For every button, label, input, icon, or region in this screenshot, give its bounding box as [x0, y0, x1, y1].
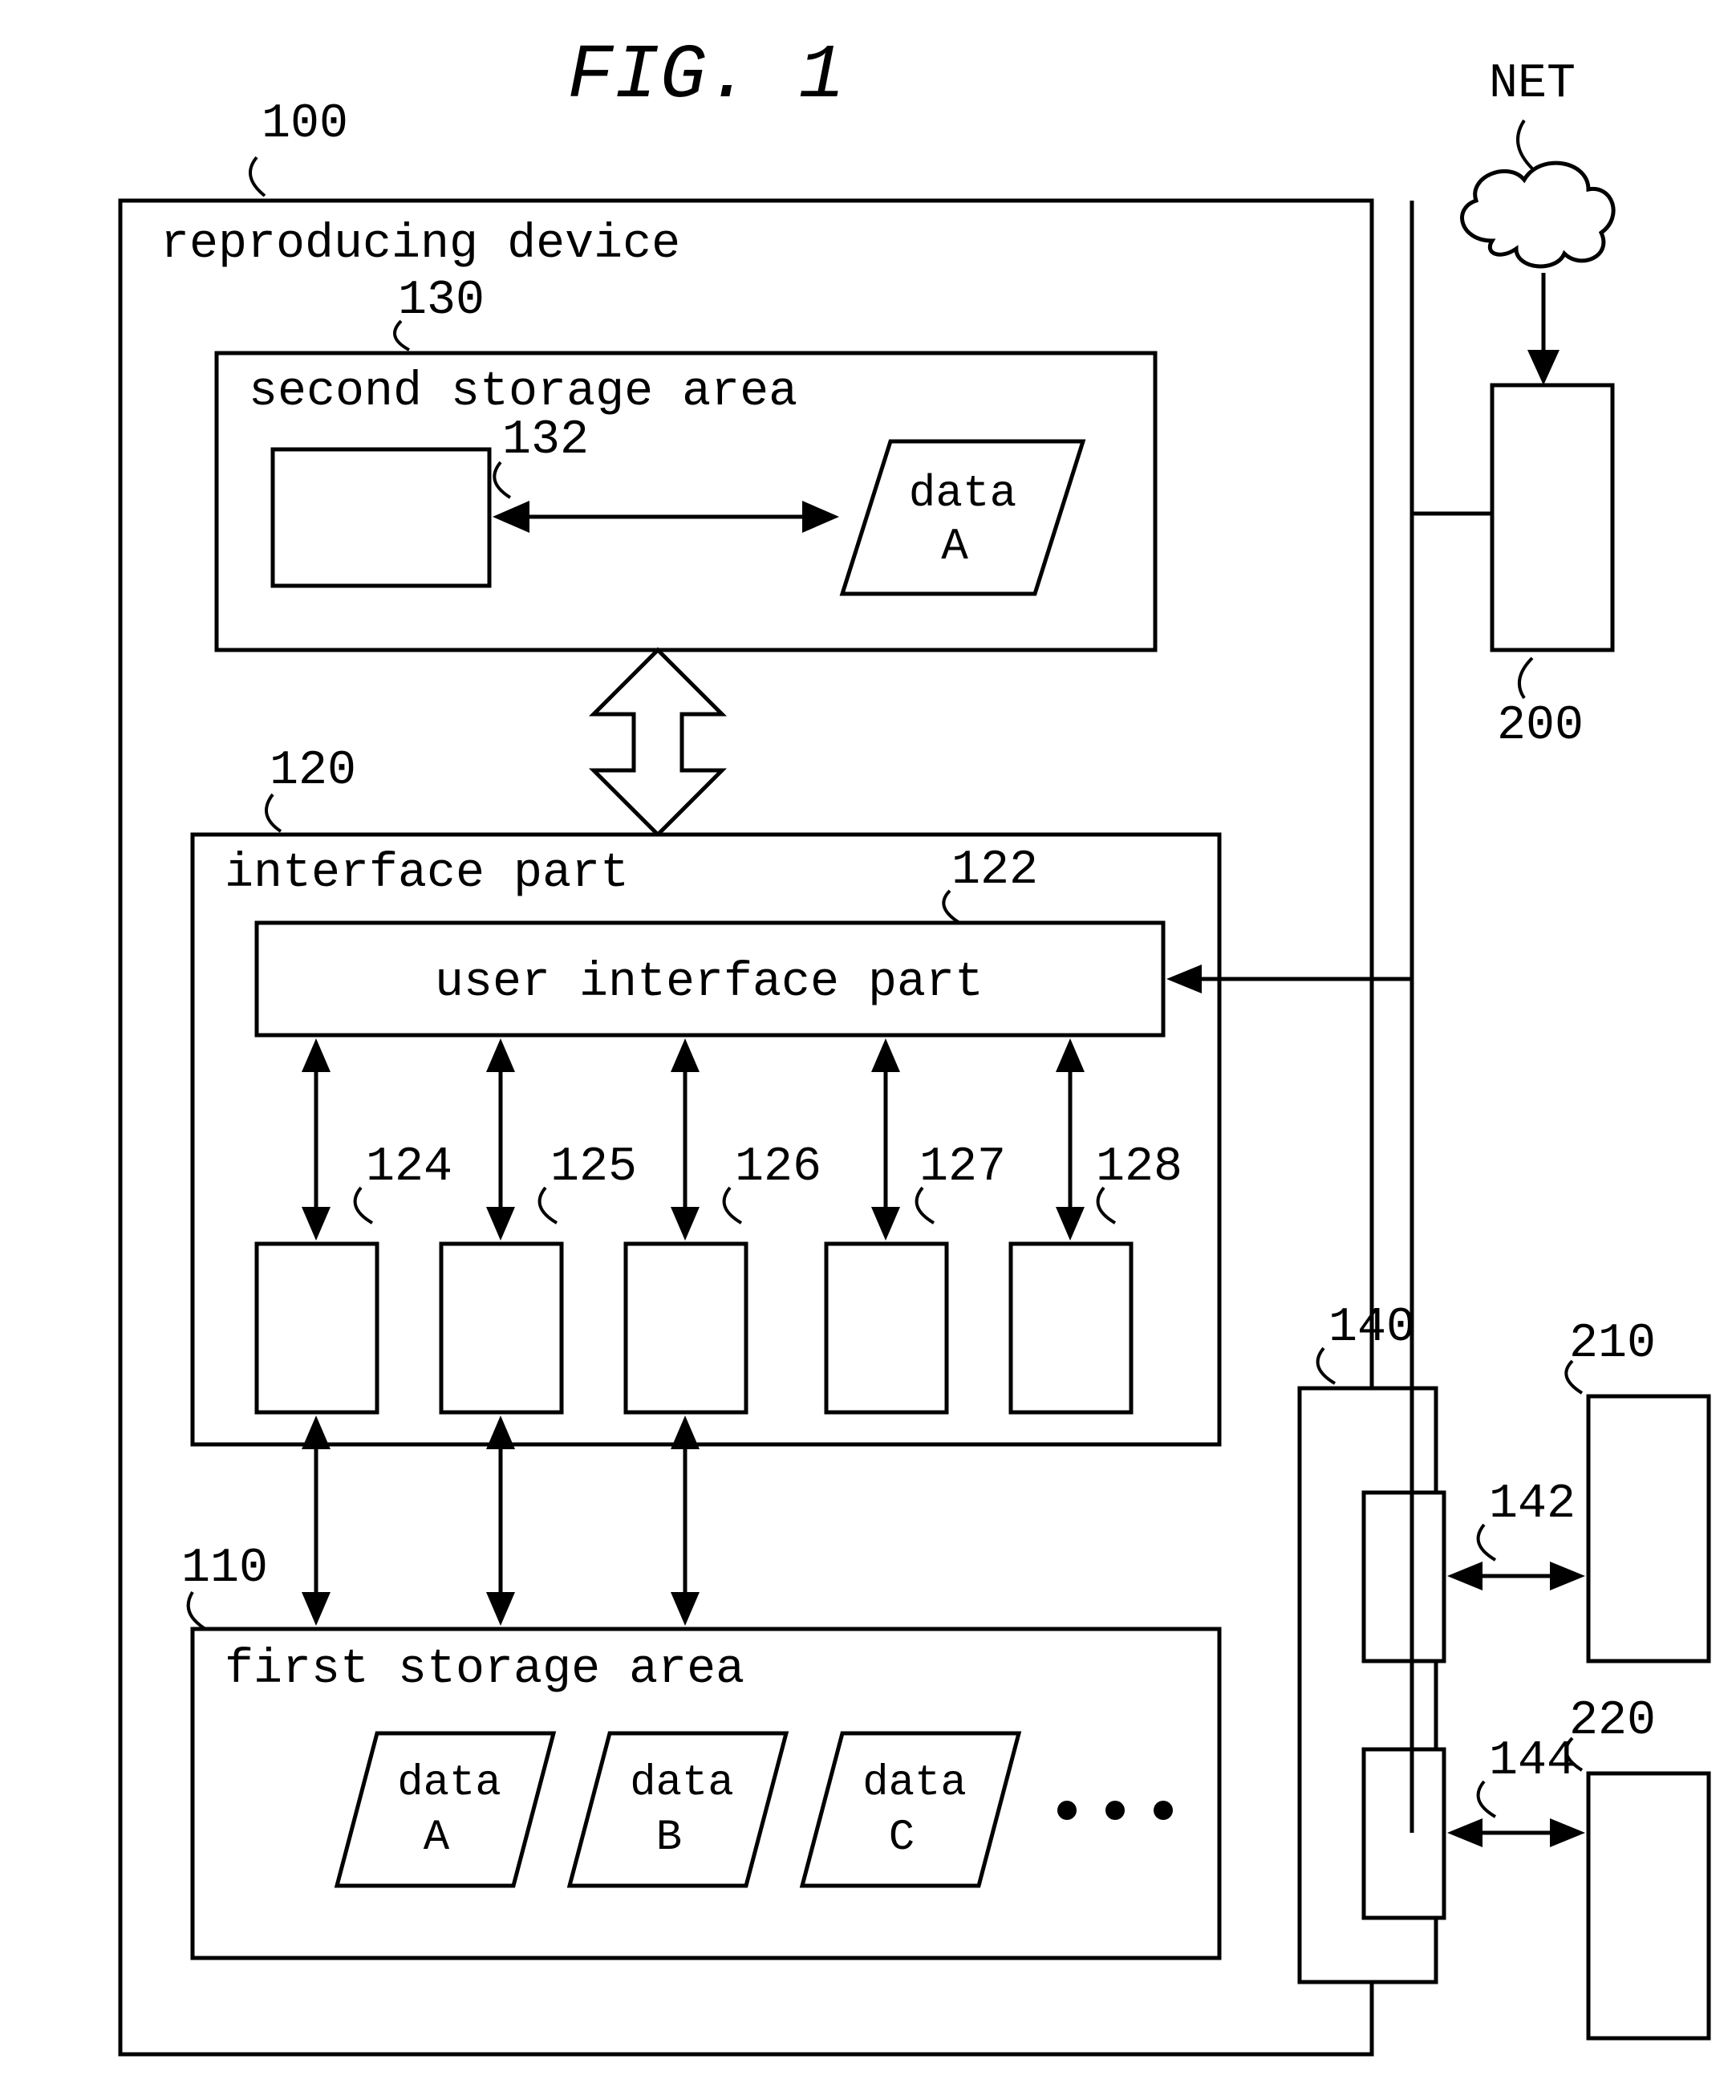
- ellipsis-dot: [1105, 1801, 1125, 1820]
- ref-130: 130: [398, 274, 485, 328]
- ellipsis-dot: [1154, 1801, 1173, 1820]
- ref-125: 125: [550, 1140, 637, 1195]
- port-144: [1364, 1749, 1444, 1918]
- external-box-220: [1588, 1773, 1709, 2038]
- ref-126: 126: [735, 1140, 821, 1195]
- interface-label: interface part: [225, 847, 629, 901]
- module-128: [1011, 1244, 1131, 1412]
- ref-100-leader: [250, 157, 265, 196]
- ref-200: 200: [1497, 699, 1584, 753]
- fs-data-c: [802, 1733, 1019, 1886]
- ref-144: 144: [1489, 1734, 1576, 1789]
- ref-210: 210: [1569, 1317, 1656, 1371]
- ref-120: 120: [270, 744, 356, 798]
- module-125: [441, 1244, 562, 1412]
- first-storage-label: first storage area: [225, 1643, 744, 1697]
- fs-b-l1: data: [630, 1759, 734, 1808]
- ref-110: 110: [181, 1541, 268, 1596]
- ss-data-a-l1: data: [909, 468, 1016, 519]
- external-box-200: [1492, 385, 1612, 650]
- second-storage-label: second storage area: [249, 365, 797, 420]
- ref-200-leader: [1519, 658, 1532, 698]
- module-124: [257, 1244, 377, 1412]
- figure-title: FIG. 1: [567, 32, 845, 120]
- external-box-210: [1588, 1396, 1709, 1661]
- ss-data-a-l2: A: [941, 521, 968, 572]
- cloud-icon: [1462, 163, 1614, 266]
- ellipsis-dot: [1057, 1801, 1077, 1820]
- ref-127: 127: [919, 1140, 1006, 1195]
- ref-128: 128: [1096, 1140, 1182, 1195]
- cloud-to-200-arrow: [1527, 350, 1560, 385]
- ref-220: 220: [1569, 1694, 1656, 1749]
- second-storage-inner-box: [273, 449, 489, 586]
- fs-c-l2: C: [889, 1814, 915, 1862]
- ref-142: 142: [1489, 1477, 1576, 1532]
- ref-122: 122: [951, 843, 1038, 898]
- fs-a-l1: data: [397, 1759, 501, 1808]
- fs-b-l2: B: [656, 1814, 682, 1862]
- net-label: NET: [1489, 57, 1576, 112]
- ref-132: 132: [502, 413, 589, 468]
- ui-part-label: user interface part: [435, 956, 984, 1010]
- ref-100: 100: [262, 97, 348, 152]
- module-127: [826, 1244, 947, 1412]
- fs-data-a: [337, 1733, 554, 1886]
- port-142: [1364, 1493, 1444, 1661]
- net-leader: [1518, 120, 1532, 169]
- ref-124: 124: [366, 1140, 452, 1195]
- diagram-canvas: FIG. 1 NET 200 100 reproducing device 13…: [0, 0, 1736, 2099]
- device-label: reproducing device: [160, 217, 680, 272]
- module-126: [626, 1244, 746, 1412]
- fs-c-l1: data: [862, 1759, 967, 1808]
- fs-a-l2: A: [424, 1814, 450, 1862]
- fs-data-b: [570, 1733, 786, 1886]
- ref-140: 140: [1328, 1301, 1415, 1355]
